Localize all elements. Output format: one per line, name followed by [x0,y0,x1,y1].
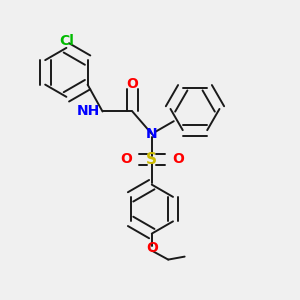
Text: O: O [120,152,132,166]
Text: O: O [126,77,138,91]
Text: N: N [146,127,158,141]
Text: Cl: Cl [59,34,74,48]
Text: O: O [172,152,184,166]
Text: NH: NH [76,104,100,118]
Text: O: O [146,241,158,255]
Text: S: S [146,152,157,167]
